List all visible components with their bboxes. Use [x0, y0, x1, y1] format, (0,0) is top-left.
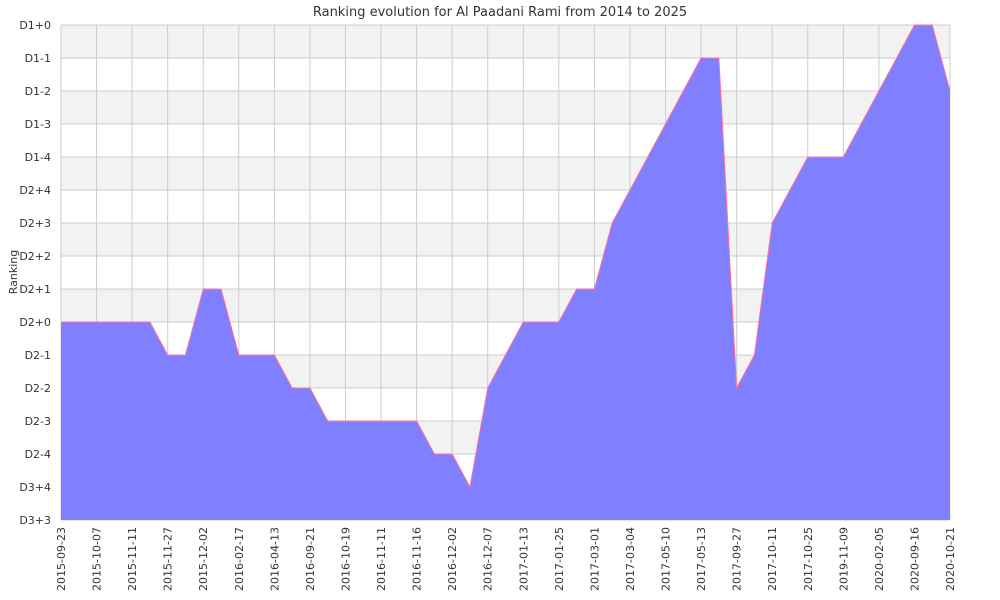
x-tick-label: 2017-10-11: [766, 527, 779, 591]
background-band: [61, 25, 950, 58]
y-tick-label: D3+4: [19, 481, 51, 494]
x-tick-label: 2016-12-07: [482, 527, 495, 591]
x-tick-label: 2017-05-10: [660, 527, 673, 591]
area-fill: [61, 25, 950, 520]
x-tick-labels: 2015-09-23 2015-10-07 2015-11-11 2015-11-27…: [55, 527, 957, 591]
x-tick-label: 2017-01-25: [553, 527, 566, 591]
y-tick-label: D2-2: [25, 382, 51, 395]
x-tick-label: 2016-09-21: [304, 527, 317, 591]
x-tick-label: 2015-12-02: [197, 527, 210, 591]
background-band: [61, 91, 950, 124]
x-tick-label: 2020-10-21: [944, 527, 957, 591]
chart-title: Ranking evolution for Al Paadani Rami fr…: [313, 5, 687, 20]
y-tick-label: D1-4: [25, 151, 51, 164]
area-layer: [61, 24, 951, 520]
y-tick-label: D2+4: [19, 184, 51, 197]
x-tick-label: 2016-11-16: [411, 527, 424, 591]
y-tick-label: D2-3: [25, 415, 51, 428]
y-tick-label: D1-2: [25, 85, 51, 98]
y-tick-label: D2-4: [25, 448, 51, 461]
area-outline: [61, 24, 951, 489]
y-tick-label: D2-1: [25, 349, 51, 362]
x-tick-label: 2016-12-02: [446, 527, 459, 591]
x-tick-label: 2016-11-11: [375, 527, 388, 591]
x-tick-label: 2017-09-27: [731, 527, 744, 591]
x-tick-label: 2015-10-07: [91, 527, 104, 591]
y-tick-label: D1-3: [25, 118, 51, 131]
y-tick-label: D2+0: [19, 316, 51, 329]
y-axis-label: Ranking: [7, 250, 20, 295]
x-tick-label: 2019-11-09: [837, 527, 850, 591]
x-tick-label: 2016-10-19: [339, 527, 352, 591]
y-tick-label: D1-1: [25, 52, 51, 65]
x-tick-label: 2015-11-11: [126, 527, 139, 591]
y-tick-labels: D3+3 D3+4 D2-4 D2-3 D2-2 D2-1 D2+0 D2+1 D2+2 D2+3…: [19, 19, 51, 527]
x-tick-label: 2020-02-05: [873, 527, 886, 591]
y-tick-label: D2+1: [19, 283, 51, 296]
x-tick-label: 2017-05-13: [695, 527, 708, 591]
y-tick-label: D1+0: [19, 19, 51, 32]
x-tick-label: 2017-01-13: [517, 527, 530, 591]
x-tick-label: 2016-04-13: [268, 527, 281, 591]
x-tick-label: 2015-09-23: [55, 527, 68, 591]
x-tick-label: 2017-03-04: [624, 527, 637, 591]
x-tick-label: 2017-03-01: [588, 527, 601, 591]
x-tick-label: 2020-09-16: [908, 527, 921, 591]
x-tick-label: 2016-02-17: [233, 527, 246, 591]
x-tick-label: 2017-10-25: [802, 527, 815, 591]
y-tick-label: D2+2: [19, 250, 51, 263]
y-tick-label: D2+3: [19, 217, 51, 230]
y-tick-label: D3+3: [19, 514, 51, 527]
x-tick-label: 2015-11-27: [162, 527, 175, 591]
